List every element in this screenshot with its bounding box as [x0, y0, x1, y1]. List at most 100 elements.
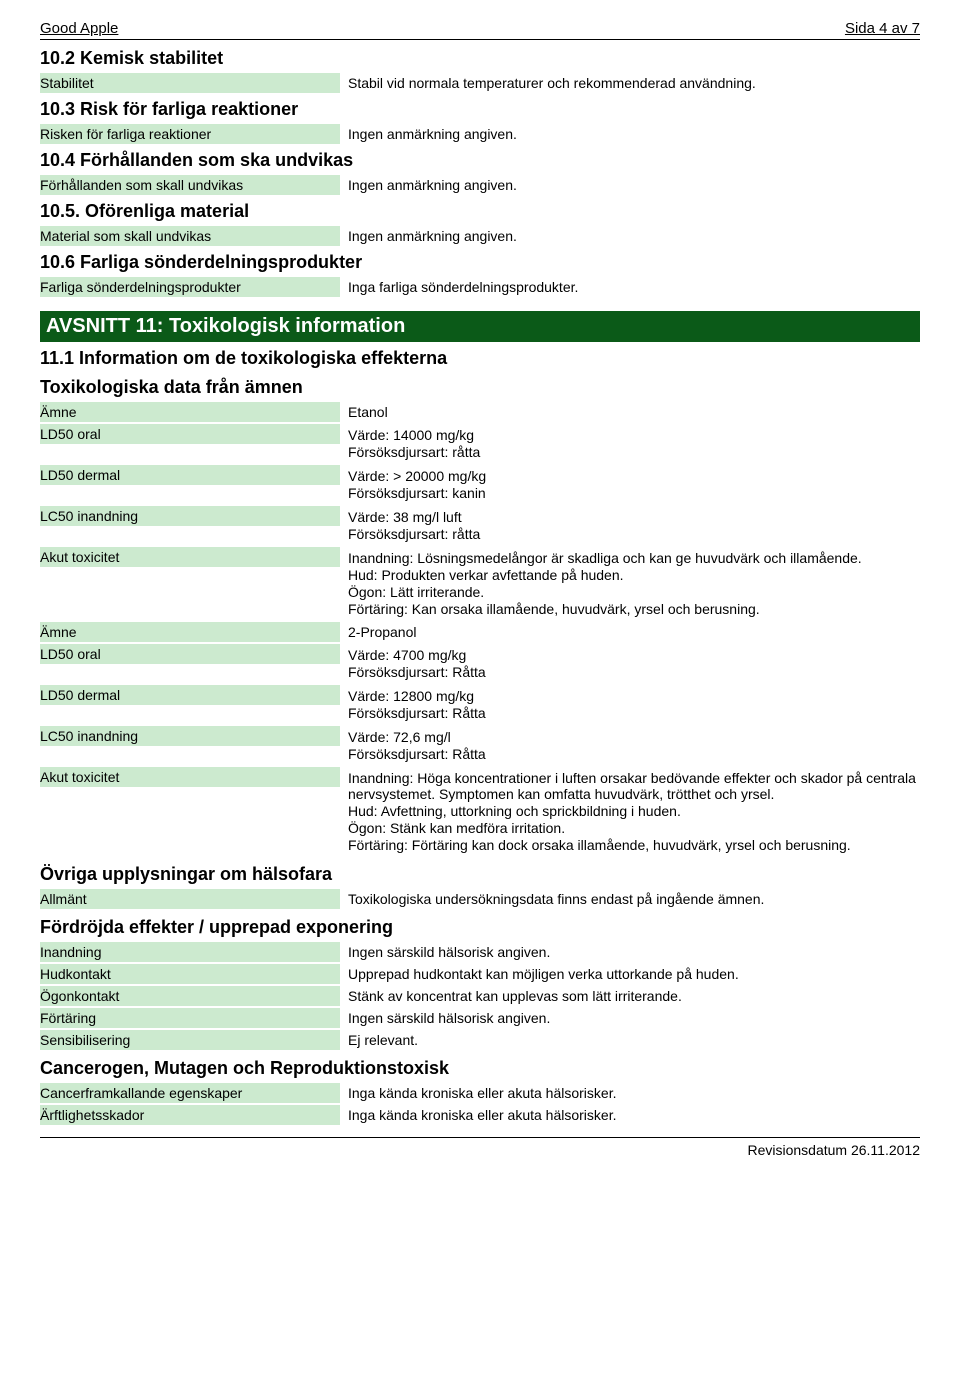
value-akut2: Inandning: Höga koncentrationer i luften…	[340, 767, 920, 856]
value-ld50-oral: Värde: 14000 mg/kg Försöksdjursart: rått…	[340, 424, 920, 463]
row-amne-propanol: Ämne 2-Propanol	[40, 622, 920, 642]
cancer-title: Cancerogen, Mutagen och Reproduktionstox…	[40, 1058, 920, 1079]
value-forhall: Ingen anmärkning angiven.	[340, 175, 920, 195]
section-10-6-title: 10.6 Farliga sönderdelningsprodukter	[40, 252, 920, 273]
tox-data-subheading: Toxikologiska data från ämnen	[40, 377, 920, 398]
lc50-2-l2: Försöksdjursart: Råtta	[348, 746, 920, 762]
lc50-l1: Värde: 38 mg/l luft	[348, 509, 920, 525]
row-allmant: Allmänt Toxikologiska undersökningsdata …	[40, 889, 920, 909]
value-material: Ingen anmärkning angiven.	[340, 226, 920, 246]
row-hudkontakt: Hudkontakt Upprepad hudkontakt kan möjli…	[40, 964, 920, 984]
row-fortaring: Förtäring Ingen särskild hälsorisk angiv…	[40, 1008, 920, 1028]
value-ld50-dermal2: Värde: 12800 mg/kg Försöksdjursart: Rått…	[340, 685, 920, 724]
label-akut: Akut toxicitet	[40, 547, 340, 567]
ld50-dermal2-l1: Värde: 12800 mg/kg	[348, 688, 920, 704]
lc50-l2: Försöksdjursart: råtta	[348, 526, 920, 542]
row-akut: Akut toxicitet Inandning: Lösningsmedelå…	[40, 547, 920, 620]
value-stabilitet: Stabil vid normala temperaturer och reko…	[340, 73, 920, 93]
row-lc50: LC50 inandning Värde: 38 mg/l luft Försö…	[40, 506, 920, 545]
row-risk: Risken för farliga reaktioner Ingen anmä…	[40, 124, 920, 144]
label-amne2: Ämne	[40, 622, 340, 642]
value-lc50: Värde: 38 mg/l luft Försöksdjursart: råt…	[340, 506, 920, 545]
label-forhall: Förhållanden som skall undvikas	[40, 175, 340, 195]
akut-l2: Hud: Produkten verkar avfettande på hude…	[348, 567, 920, 583]
row-material: Material som skall undvikas Ingen anmärk…	[40, 226, 920, 246]
label-material: Material som skall undvikas	[40, 226, 340, 246]
label-sonder: Farliga sönderdelningsprodukter	[40, 277, 340, 297]
section-10-5-title: 10.5. Oförenliga material	[40, 201, 920, 222]
value-lc50-2: Värde: 72,6 mg/l Försöksdjursart: Råtta	[340, 726, 920, 765]
row-ld50-dermal: LD50 dermal Värde: > 20000 mg/kg Försöks…	[40, 465, 920, 504]
ld50-dermal-l1: Värde: > 20000 mg/kg	[348, 468, 920, 484]
label-sensibilisering: Sensibilisering	[40, 1030, 340, 1050]
value-cancerframk: Inga kända kroniska eller akuta hälsoris…	[340, 1083, 920, 1103]
value-hudkontakt: Upprepad hudkontakt kan möjligen verka u…	[340, 964, 920, 984]
label-amne: Ämne	[40, 402, 340, 422]
label-ld50-dermal2: LD50 dermal	[40, 685, 340, 705]
banner-avsnitt-11: AVSNITT 11: Toxikologisk information	[40, 311, 920, 342]
footer-revision-date: Revisionsdatum 26.11.2012	[40, 1137, 920, 1158]
ld50-dermal2-l2: Försöksdjursart: Råtta	[348, 705, 920, 721]
row-stabilitet: Stabilitet Stabil vid normala temperatur…	[40, 73, 920, 93]
value-inandning: Ingen särskild hälsorisk angiven.	[340, 942, 920, 962]
row-cancerframk: Cancerframkallande egenskaper Inga kända…	[40, 1083, 920, 1103]
value-amne: Etanol	[340, 402, 920, 422]
ld50-oral-l2: Försöksdjursart: råtta	[348, 444, 920, 460]
akut-l4: Förtäring: Kan orsaka illamående, huvudv…	[348, 601, 920, 617]
label-stabilitet: Stabilitet	[40, 73, 340, 93]
label-inandning: Inandning	[40, 942, 340, 962]
akut2-l2: Hud: Avfettning, uttorkning och sprickbi…	[348, 803, 920, 819]
value-ld50-dermal: Värde: > 20000 mg/kg Försöksdjursart: ka…	[340, 465, 920, 504]
ld50-oral2-l2: Försöksdjursart: Råtta	[348, 664, 920, 680]
row-lc50-2: LC50 inandning Värde: 72,6 mg/l Försöksd…	[40, 726, 920, 765]
label-ld50-oral2: LD50 oral	[40, 644, 340, 664]
label-akut2: Akut toxicitet	[40, 767, 340, 787]
ld50-oral-l1: Värde: 14000 mg/kg	[348, 427, 920, 443]
value-ogonkontakt: Stänk av koncentrat kan upplevas som lät…	[340, 986, 920, 1006]
header-right: Sida 4 av 7	[845, 20, 920, 37]
section-10-2-title: 10.2 Kemisk stabilitet	[40, 48, 920, 69]
label-risk: Risken för farliga reaktioner	[40, 124, 340, 144]
value-ld50-oral2: Värde: 4700 mg/kg Försöksdjursart: Råtta	[340, 644, 920, 683]
label-lc50-2: LC50 inandning	[40, 726, 340, 746]
section-10-3-title: 10.3 Risk för farliga reaktioner	[40, 99, 920, 120]
lc50-2-l1: Värde: 72,6 mg/l	[348, 729, 920, 745]
row-ld50-dermal2: LD50 dermal Värde: 12800 mg/kg Försöksdj…	[40, 685, 920, 724]
row-arftlighet: Ärftlighetsskador Inga kända kroniska el…	[40, 1105, 920, 1125]
label-fortaring: Förtäring	[40, 1008, 340, 1028]
row-ld50-oral2: LD50 oral Värde: 4700 mg/kg Försöksdjurs…	[40, 644, 920, 683]
value-akut: Inandning: Lösningsmedelångor är skadlig…	[340, 547, 920, 620]
section-11-1-title: 11.1 Information om de toxikologiska eff…	[40, 348, 920, 369]
label-allmant: Allmänt	[40, 889, 340, 909]
label-ld50-dermal: LD50 dermal	[40, 465, 340, 485]
row-ld50-oral: LD50 oral Värde: 14000 mg/kg Försöksdjur…	[40, 424, 920, 463]
row-amne-etanol: Ämne Etanol	[40, 402, 920, 422]
row-sensibilisering: Sensibilisering Ej relevant.	[40, 1030, 920, 1050]
label-arftlighet: Ärftlighetsskador	[40, 1105, 340, 1125]
akut2-l3: Ögon: Stänk kan medföra irritation.	[348, 820, 920, 836]
akut2-l1: Inandning: Höga koncentrationer i luften…	[348, 770, 920, 802]
label-cancerframk: Cancerframkallande egenskaper	[40, 1083, 340, 1103]
section-10-4-title: 10.4 Förhållanden som ska undvikas	[40, 150, 920, 171]
value-allmant: Toxikologiska undersökningsdata finns en…	[340, 889, 920, 909]
header-left: Good Apple	[40, 20, 118, 37]
row-ogonkontakt: Ögonkontakt Stänk av koncentrat kan uppl…	[40, 986, 920, 1006]
ovriga-title: Övriga upplysningar om hälsofara	[40, 864, 920, 885]
label-hudkontakt: Hudkontakt	[40, 964, 340, 984]
label-ogonkontakt: Ögonkontakt	[40, 986, 340, 1006]
label-lc50: LC50 inandning	[40, 506, 340, 526]
row-forhall: Förhållanden som skall undvikas Ingen an…	[40, 175, 920, 195]
page-header: Good Apple Sida 4 av 7	[40, 20, 920, 40]
value-fortaring: Ingen särskild hälsorisk angiven.	[340, 1008, 920, 1028]
akut-l3: Ögon: Lätt irriterande.	[348, 584, 920, 600]
value-sonder: Inga farliga sönderdelningsprodukter.	[340, 277, 920, 297]
row-akut2: Akut toxicitet Inandning: Höga koncentra…	[40, 767, 920, 856]
ld50-dermal-l2: Försöksdjursart: kanin	[348, 485, 920, 501]
fordrojda-title: Fördröjda effekter / upprepad exponering	[40, 917, 920, 938]
row-sonder: Farliga sönderdelningsprodukter Inga far…	[40, 277, 920, 297]
value-amne2: 2-Propanol	[340, 622, 920, 642]
ld50-oral2-l1: Värde: 4700 mg/kg	[348, 647, 920, 663]
akut2-l4: Förtäring: Förtäring kan dock orsaka ill…	[348, 837, 920, 853]
label-ld50-oral: LD50 oral	[40, 424, 340, 444]
value-arftlighet: Inga kända kroniska eller akuta hälsoris…	[340, 1105, 920, 1125]
